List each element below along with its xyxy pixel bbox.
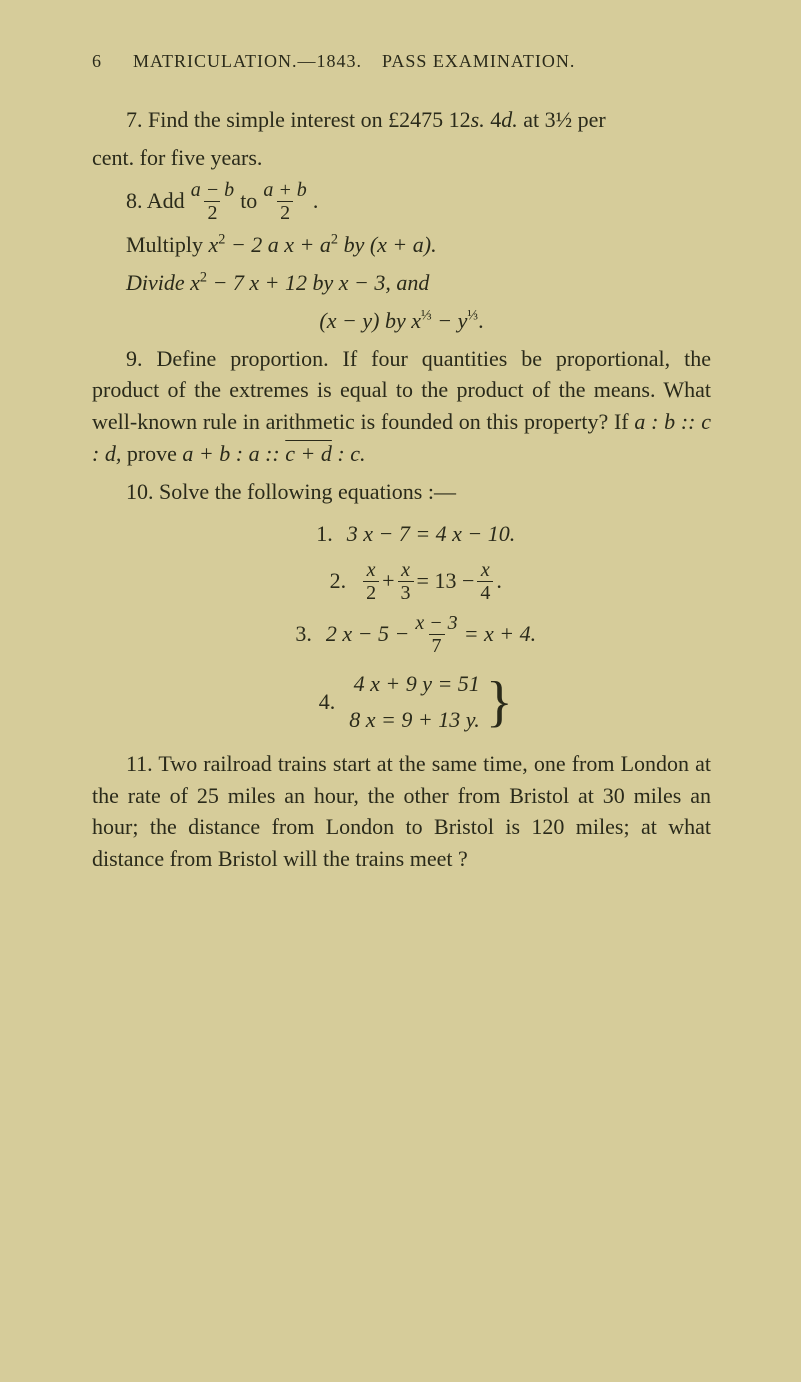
question-8-divide: Divide x2 − 7 x + 12 by x − 3, and bbox=[92, 267, 711, 299]
question-11: 11. Two railroad trains start at the sam… bbox=[92, 748, 711, 876]
equation-list: 1. 3 x − 7 = 4 x − 10. 2. x2 + x3 = 13 −… bbox=[92, 518, 711, 738]
question-8-multiply: Multiply x2 − 2 a x + a2 by (x + a). bbox=[92, 229, 711, 261]
equation-1: 1. 3 x − 7 = 4 x − 10. bbox=[92, 518, 711, 550]
page: 6 MATRICULATION.—1843. PASS EXAMINATION.… bbox=[0, 0, 801, 941]
running-header: 6 MATRICULATION.—1843. PASS EXAMINATION. bbox=[92, 48, 711, 74]
fraction-a-minus-b: a − b 2 bbox=[188, 180, 238, 223]
equation-2: 2. x2 + x3 = 13 − x4 . bbox=[92, 560, 711, 603]
question-7-line2: cent. for five years. bbox=[92, 142, 711, 174]
header-title-right: PASS EXAMINATION. bbox=[382, 51, 575, 71]
equation-3: 3. 2 x − 5 − x − 37 = x + 4. bbox=[92, 613, 711, 656]
question-7: 7. Find the simple interest on £2475 12s… bbox=[92, 104, 711, 136]
question-8-line4: (x − y) by x⅓ − y⅓. bbox=[92, 305, 711, 337]
fraction-a-plus-b: a + b 2 bbox=[260, 180, 310, 223]
equation-4: 4. 4 x + 9 y = 51 8 x = 9 + 13 y. } bbox=[92, 666, 711, 738]
header-title-left: MATRICULATION.—1843. bbox=[133, 51, 362, 71]
brace-icon: } bbox=[486, 677, 513, 727]
page-number: 6 bbox=[92, 48, 128, 74]
question-10-lead: 10. Solve the following equations :— bbox=[92, 476, 711, 508]
question-9: 9. Define proportion. If four quantities… bbox=[92, 343, 711, 471]
question-8: 8. Add a − b 2 to a + b 2 . bbox=[92, 180, 711, 223]
